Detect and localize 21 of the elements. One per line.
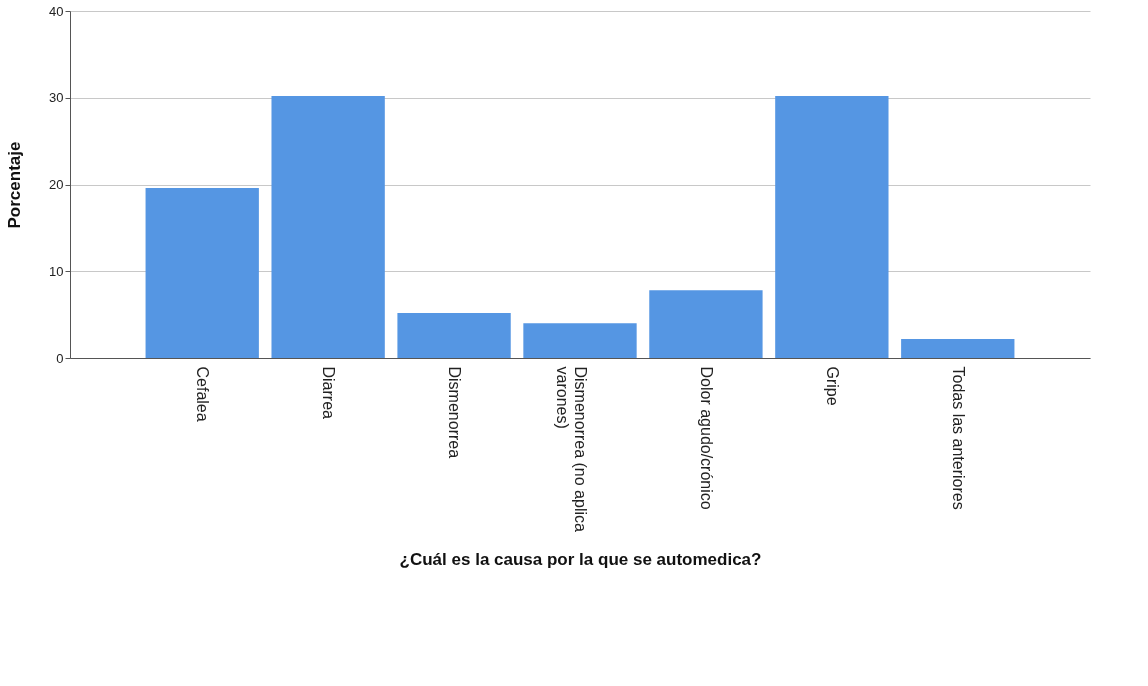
x-tick-label: Todas las anteriores bbox=[949, 366, 967, 510]
bar bbox=[145, 187, 259, 358]
x-tick-label: Dismenorrea (no aplica varones) bbox=[554, 366, 589, 533]
y-tick-label: 20 bbox=[49, 177, 64, 192]
y-tick-label: 40 bbox=[49, 3, 64, 19]
x-tick-label: Dolor agudo/crónico bbox=[697, 366, 715, 510]
bar bbox=[775, 96, 889, 358]
bar bbox=[523, 323, 637, 358]
bar bbox=[271, 96, 385, 358]
x-tick-label: Diarrea bbox=[320, 366, 338, 420]
bar bbox=[649, 290, 763, 358]
bar bbox=[397, 312, 511, 358]
x-tick-label: Gripe bbox=[823, 366, 841, 406]
x-tick-label: Cefalea bbox=[194, 366, 212, 422]
y-tick-label: 10 bbox=[49, 263, 64, 279]
bar bbox=[901, 338, 1015, 358]
y-axis-title: Porcentaje bbox=[5, 141, 25, 229]
y-tick-label: 30 bbox=[49, 90, 64, 106]
x-tick-label: Dismenorrea bbox=[446, 366, 464, 459]
x-axis-title: ¿Cuál es la causa por la que se automedica? bbox=[399, 549, 762, 569]
y-tick-label: 0 bbox=[56, 350, 64, 366]
